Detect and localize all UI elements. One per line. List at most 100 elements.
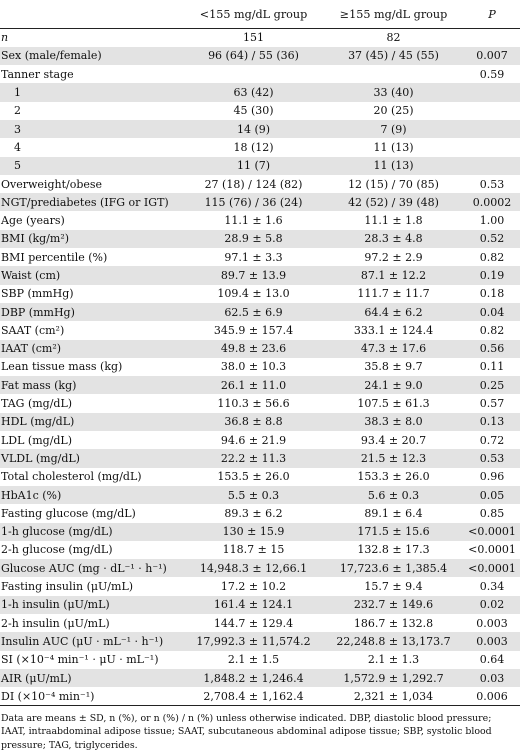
value-low-group: 11 (7) [185, 156, 323, 175]
row-label: 1-h glucose (mg/dL) [0, 522, 185, 541]
row-label: Waist (cm) [0, 266, 185, 285]
p-value: 0.85 [479, 506, 505, 520]
table-row: LDL (mg/dL) 94.6 ± 21.9 93.4 ± 20.7 0.72 [0, 431, 520, 449]
row-label: BMI percentile (%) [1, 250, 108, 264]
value-high-group: 15.7 ± 9.4 [364, 580, 423, 594]
value-high-group: 97.2 ± 2.9 [364, 250, 423, 264]
row-label: 1-h insulin (μU/mL) [0, 595, 185, 614]
p-value: 0.82 [479, 323, 505, 337]
p-value: 0.64 [479, 653, 505, 667]
p-value: 0.03 [465, 668, 520, 688]
p-value: <0.0001 [468, 543, 516, 557]
value-high-group: 333.1 ± 124.4 [353, 323, 434, 337]
p-value: 1.00 [479, 214, 505, 228]
value-high-group: 7 (9) [323, 119, 465, 139]
table-row: Tanner stage 0.59 [0, 65, 520, 83]
header-label-column [0, 0, 185, 29]
value-low-group: 2.1 ± 1.5 [227, 653, 280, 667]
value-low-group: 89.3 ± 6.2 [224, 506, 283, 520]
value-low-group: 5.5 ± 0.3 [185, 485, 323, 505]
header-group-low: <155 mg/dL group [185, 0, 323, 29]
value-low-group: 17.2 ± 10.2 [220, 580, 287, 594]
value-low-group: 109.4 ± 13.0 [217, 287, 290, 301]
value-high-group: 111.7 ± 11.7 [357, 287, 430, 301]
table-row: Fat mass (kg) 26.1 ± 11.0 24.1 ± 9.0 0.25 [0, 376, 520, 395]
p-value: 0.52 [465, 229, 520, 249]
value-low-group: 18 (12) [233, 140, 274, 154]
value-high-group: 20 (25) [373, 104, 414, 118]
row-label: HbA1c (%) [0, 485, 185, 505]
value-high-group: 24.1 ± 9.0 [323, 376, 465, 395]
row-label: IAAT (cm²) [0, 339, 185, 358]
value-low-group: 130 ± 15.9 [185, 522, 323, 541]
p-value: 0.82 [479, 250, 505, 264]
value-high-group: 171.5 ± 15.6 [323, 522, 465, 541]
p-value: 0.34 [479, 580, 505, 594]
table-row: Total cholesterol (mg/dL) 153.5 ± 26.0 153… [0, 468, 520, 486]
value-low-group: 28.9 ± 5.8 [185, 229, 323, 249]
value-low-group: 118.7 ± 15 [222, 543, 285, 557]
table-row: 2-h insulin (μU/mL) 144.7 ± 129.4 186.7 ± … [0, 614, 520, 632]
p-value: 0.003 [476, 616, 508, 630]
p-value: 0.05 [465, 485, 520, 505]
row-label: Lean tissue mass (kg) [1, 360, 123, 374]
row-label: SAAT (cm²) [1, 323, 65, 337]
value-high-group: 87.1 ± 12.2 [323, 266, 465, 285]
value-low-group: 96 (64) / 55 (36) [185, 46, 323, 66]
p-value [465, 138, 520, 156]
table-body: n 151 82 Sex (male/female) 96 (64) / 55 (36)… [0, 29, 520, 706]
row-label: NGT/prediabetes (IFG or IGT) [0, 193, 185, 212]
p-value: 0.56 [465, 339, 520, 358]
value-high-group: 132.8 ± 17.3 [357, 543, 430, 557]
value-high-group: 35.8 ± 9.7 [364, 360, 423, 374]
row-label: Total cholesterol (mg/dL) [1, 470, 142, 484]
table-row: 5 11 (7) 11 (13) [0, 156, 520, 175]
table-row: SAAT (cm²) 345.9 ± 157.4 333.1 ± 124.4 0.82 [0, 321, 520, 339]
value-high-group: 64.4 ± 6.2 [323, 302, 465, 322]
row-label: DBP (mmHg) [0, 302, 185, 322]
row-label: n [1, 31, 9, 45]
value-low-group: 94.6 ± 21.9 [220, 433, 287, 447]
row-label: 2 [14, 104, 21, 118]
value-high-group: 82 [386, 31, 401, 45]
row-label: Age (years) [1, 214, 65, 228]
table-row: Age (years) 11.1 ± 1.6 11.1 ± 1.8 1.00 [0, 211, 520, 229]
row-label: Sex (male/female) [0, 46, 185, 66]
table-row: 2-h glucose (mg/dL) 118.7 ± 15 132.8 ± 17.… [0, 541, 520, 559]
row-label: 2-h glucose (mg/dL) [1, 543, 113, 557]
value-low-group: 144.7 ± 129.4 [213, 616, 294, 630]
p-value: 0.53 [465, 449, 520, 468]
table-row: Glucose AUC (mg · dL⁻¹ · h⁻¹) 14,948.3 ± … [0, 559, 520, 578]
value-low-group: 63 (42) [185, 83, 323, 102]
row-label: BMI (kg/m²) [0, 229, 185, 249]
table-row: 3 14 (9) 7 (9) [0, 119, 520, 139]
table-row: Lean tissue mass (kg) 38.0 ± 10.3 35.8 ± 9… [0, 358, 520, 376]
p-value [465, 102, 520, 120]
value-high-group: 5.6 ± 0.3 [323, 485, 465, 505]
p-value [465, 83, 520, 102]
value-low-group: 115 (76) / 36 (24) [185, 193, 323, 212]
row-label: Tanner stage [1, 67, 74, 81]
p-value: <0.0001 [465, 522, 520, 541]
row-label: Overweight/obese [1, 177, 103, 191]
value-high-group: 232.7 ± 149.6 [323, 595, 465, 614]
value-low-group: 11.1 ± 1.6 [224, 214, 283, 228]
table-row: 4 18 (12) 11 (13) [0, 138, 520, 156]
p-value [465, 29, 520, 47]
value-high-group: 11 (13) [323, 156, 465, 175]
value-low-group: 151 [243, 31, 264, 45]
p-value [465, 156, 520, 175]
value-high-group: 42 (52) / 39 (48) [323, 193, 465, 212]
p-value: 0.11 [479, 360, 505, 374]
row-label: 3 [0, 119, 185, 139]
value-low-group: 27 (18) / 124 (82) [204, 177, 303, 191]
table-row: SBP (mmHg) 109.4 ± 13.0 111.7 ± 11.7 0.18 [0, 285, 520, 303]
table-row: 1 63 (42) 33 (40) [0, 83, 520, 102]
p-value: <0.0001 [465, 559, 520, 578]
p-value: 0.007 [465, 46, 520, 66]
p-value: 0.04 [465, 302, 520, 322]
value-high-group: 11 (13) [373, 140, 414, 154]
table-row: 1-h glucose (mg/dL) 130 ± 15.9 171.5 ± 15.… [0, 522, 520, 541]
table-row: Fasting insulin (μU/mL) 17.2 ± 10.2 15.7 ±… [0, 577, 520, 595]
